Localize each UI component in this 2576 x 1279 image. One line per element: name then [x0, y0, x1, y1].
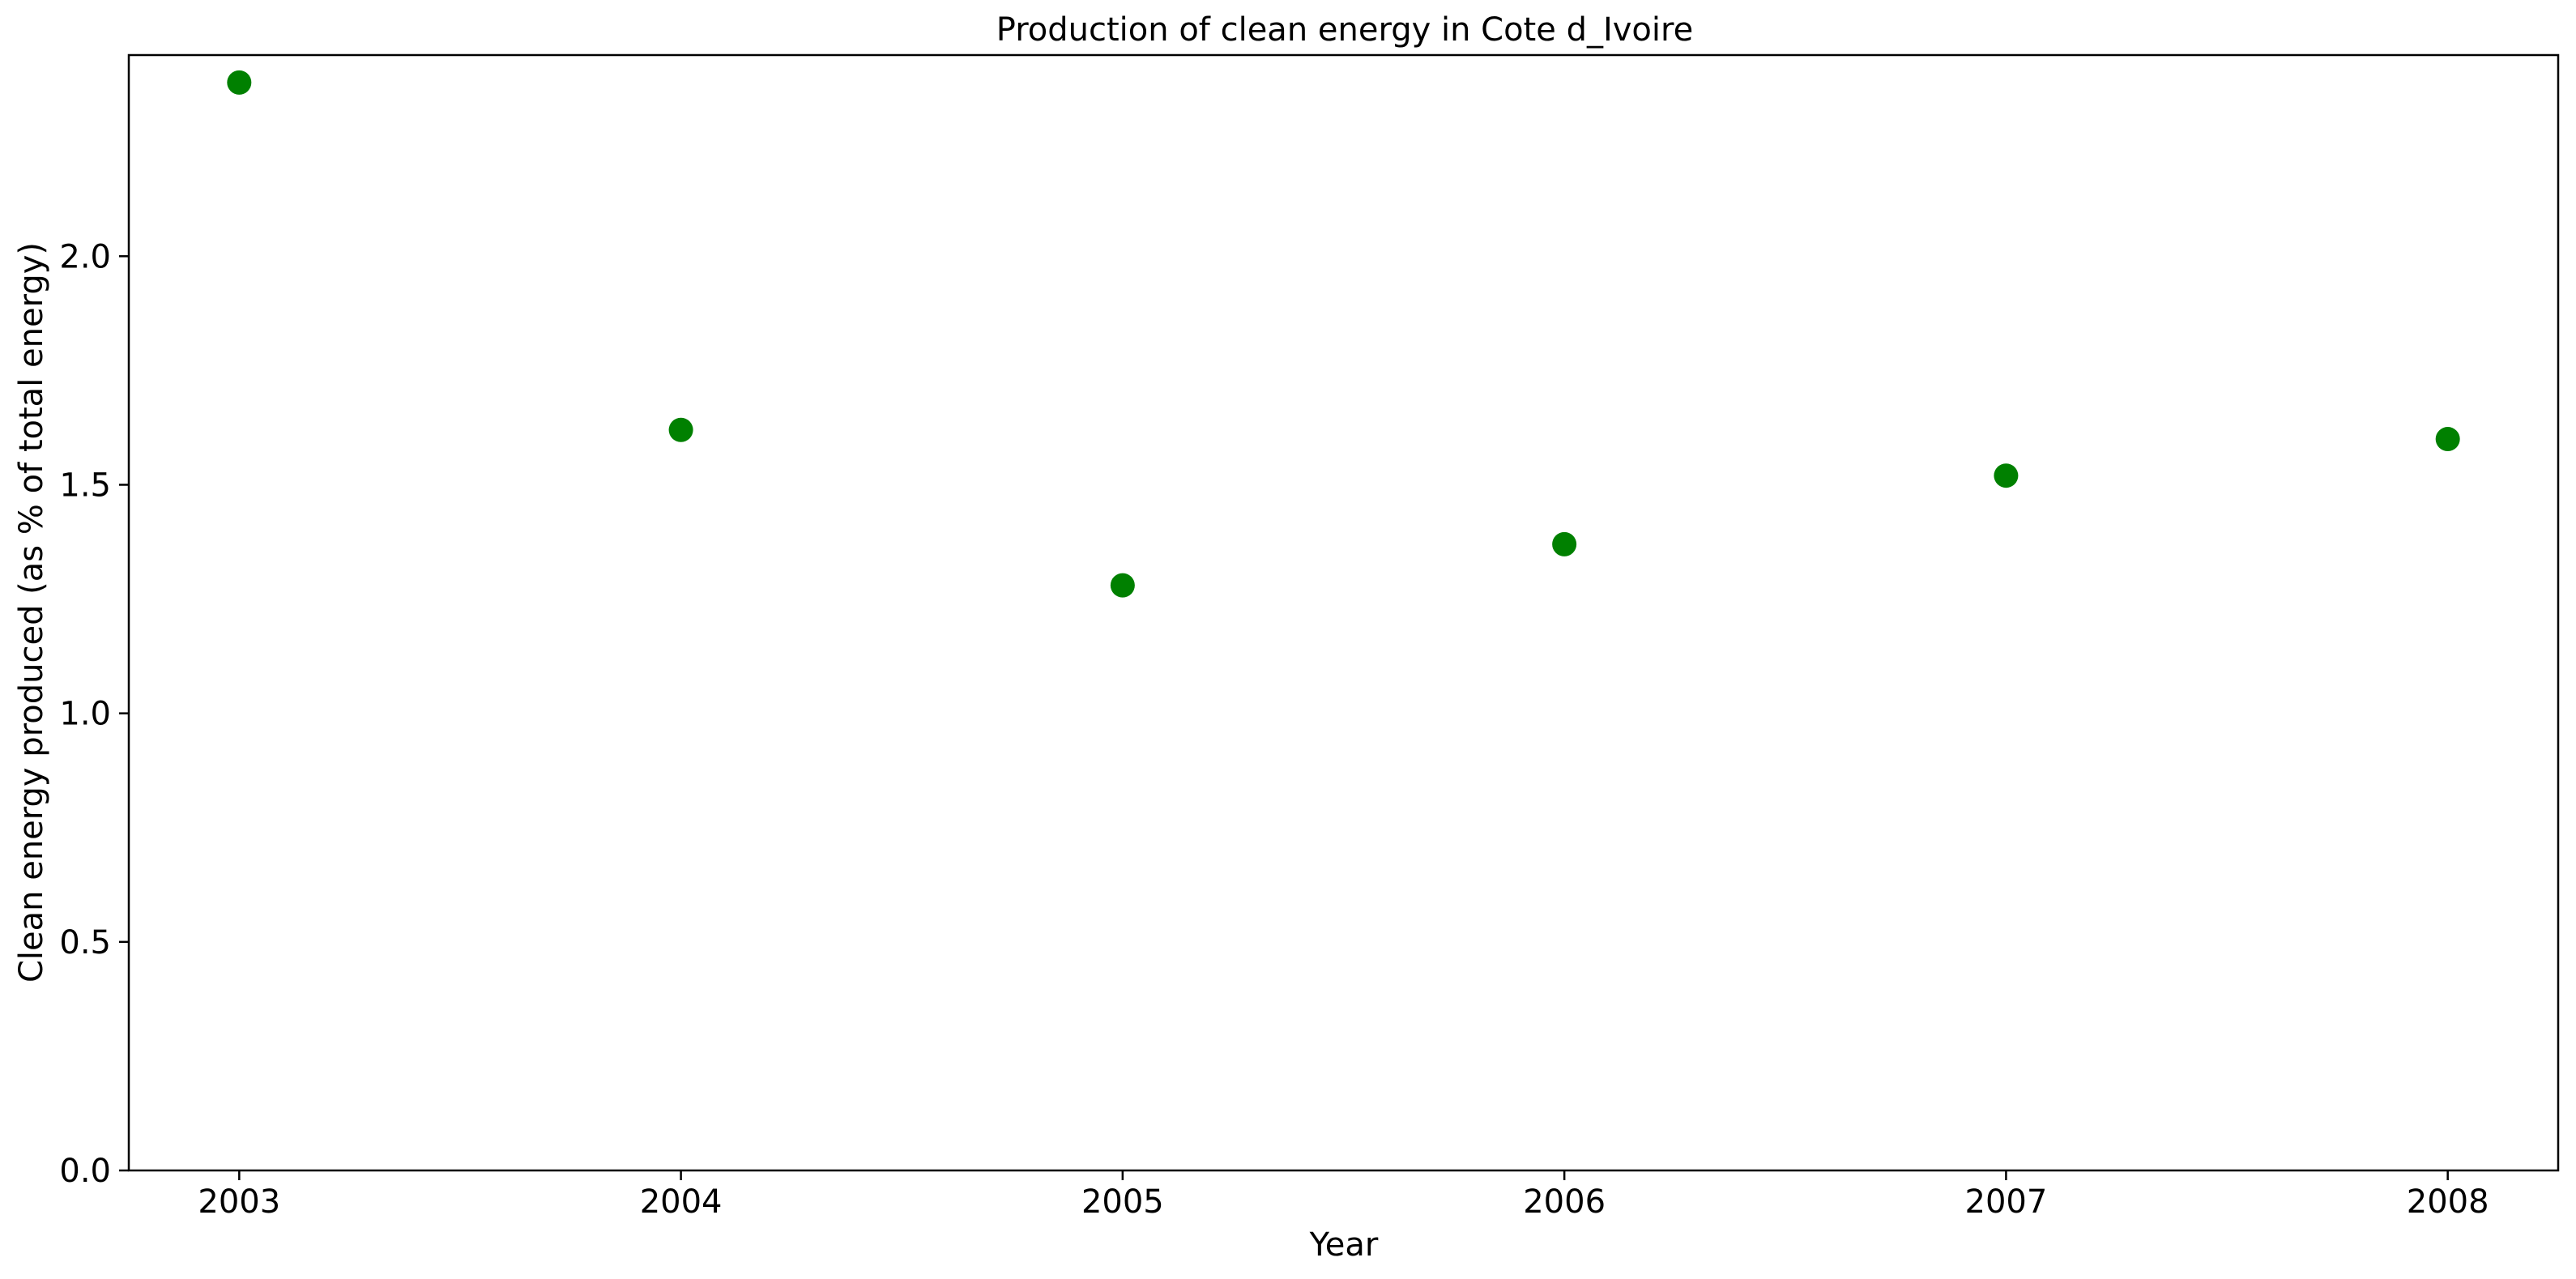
- y-axis: 0.0 0.5 1.0 1.5 2.0: [59, 238, 129, 1190]
- y-tick-label: 2.0: [59, 238, 111, 275]
- y-tick-label: 1.5: [59, 467, 111, 504]
- y-tick-label: 0.0: [59, 1153, 111, 1190]
- x-axis: 2003 2004 2005 2006 2007 2008: [198, 1170, 2489, 1221]
- x-tick-label: 2006: [1523, 1183, 1606, 1221]
- y-tick-label: 0.5: [59, 924, 111, 961]
- x-tick-label: 2005: [1081, 1183, 1164, 1221]
- data-point: [1552, 531, 1577, 556]
- data-point: [2435, 427, 2460, 452]
- chart-title: Production of clean energy in Cote d_Ivo…: [996, 11, 1693, 49]
- x-tick-label: 2003: [198, 1183, 280, 1221]
- data-point: [668, 417, 693, 442]
- data-point: [227, 70, 252, 95]
- x-tick-label: 2004: [640, 1183, 723, 1221]
- y-tick-label: 1.0: [59, 696, 111, 733]
- x-tick-label: 2008: [2407, 1183, 2489, 1221]
- data-point: [1110, 573, 1135, 598]
- data-points: [227, 70, 2460, 598]
- x-tick-label: 2007: [1965, 1183, 2048, 1221]
- y-axis-label: Clean energy produced (as % of total ene…: [13, 242, 50, 983]
- plot-area: [127, 53, 2560, 1172]
- data-point: [1994, 463, 2019, 488]
- x-axis-label: Year: [1309, 1226, 1379, 1264]
